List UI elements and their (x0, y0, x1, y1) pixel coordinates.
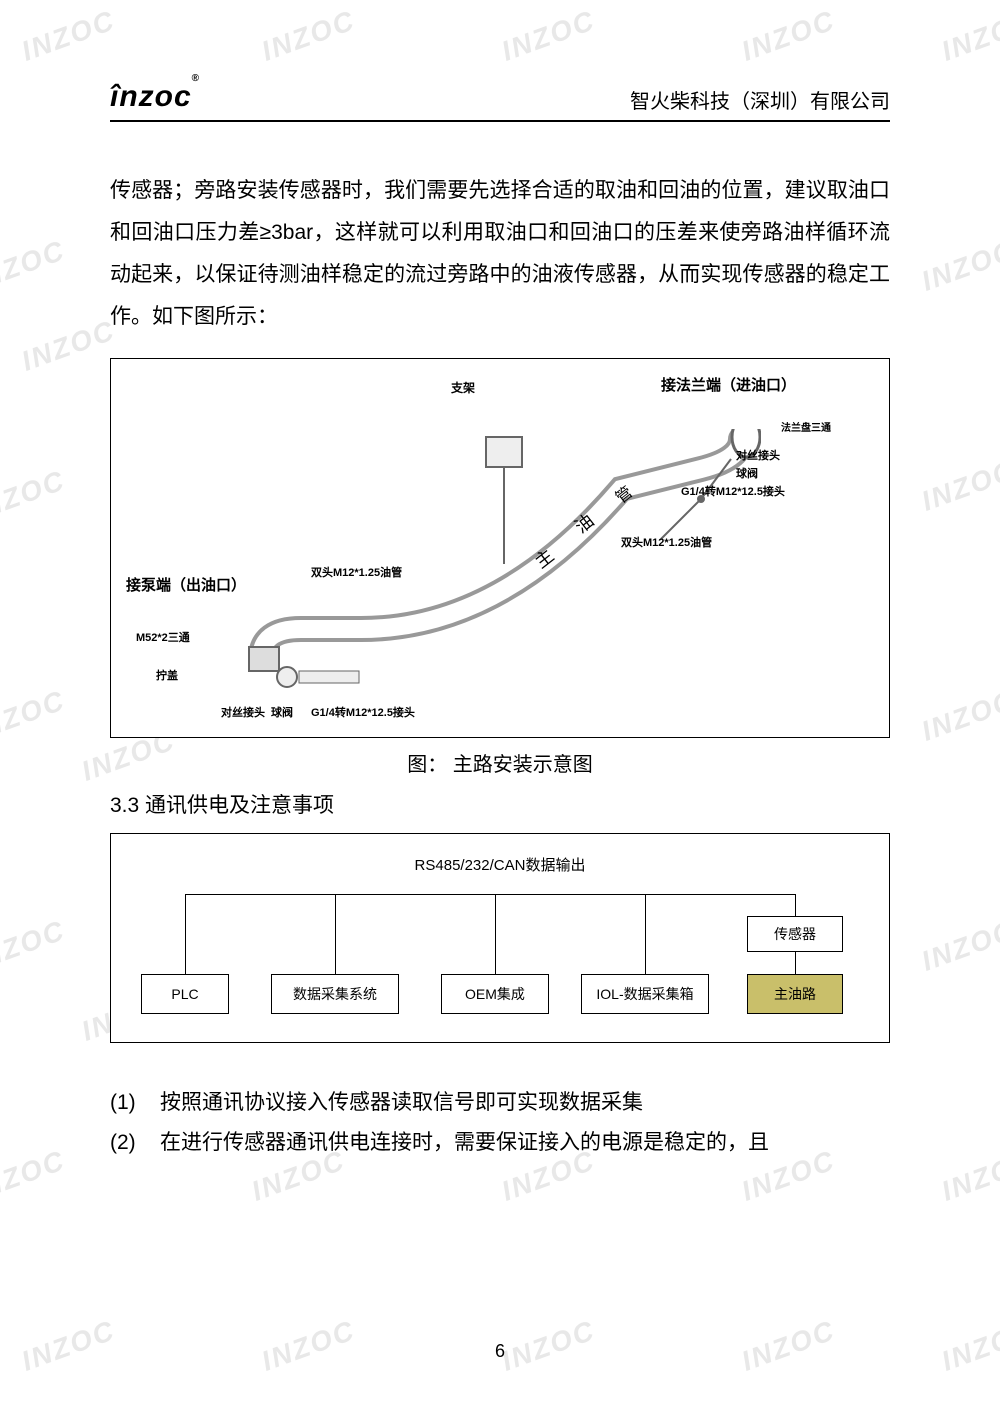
label-ball-valve: 球阀 (736, 465, 758, 481)
node-main-oil-path: 主油路 (747, 974, 843, 1014)
label-flange-inlet: 接法兰端（进油口） (661, 374, 796, 395)
list-marker: (2) (110, 1123, 160, 1163)
diagram-line (495, 894, 496, 974)
installation-figure: 主 油 管 接法兰端（进油口） 支架 法兰盘三通 对丝接头 球阀 G1/4转M1… (110, 358, 890, 738)
label-m52-tee: M52*2三通 (136, 629, 190, 645)
figure-caption: 图： 主路安装示意图 (110, 748, 890, 777)
diagram-line (335, 894, 336, 974)
diagram-line (185, 894, 186, 974)
diagram-line (795, 894, 796, 916)
label-threaded-joint2: 对丝接头 (221, 704, 265, 720)
page-number: 6 (0, 1341, 1000, 1362)
node-oem: OEM集成 (441, 974, 549, 1014)
label-hose1: 双头M12*1.25油管 (621, 534, 712, 550)
node-iol: IOL-数据采集箱 (581, 974, 709, 1014)
logo-text: înzoc (110, 80, 192, 113)
page-header: înzoc® 智火柴科技（深圳）有限公司 (110, 80, 890, 122)
label-flange-tee: 法兰盘三通 (781, 419, 831, 434)
logo: înzoc® (110, 80, 200, 114)
label-hose2: 双头M12*1.25油管 (311, 564, 402, 580)
diagram-line (645, 894, 646, 974)
section-heading: 3.3 通讯供电及注意事项 (110, 789, 890, 819)
logo-trademark: ® (192, 73, 200, 84)
node-plc: PLC (141, 974, 229, 1014)
label-pump-outlet: 接泵端（出油口） (126, 574, 246, 595)
list-item-2: (2) 在进行传感器通讯供电连接时，需要保证接入的电源是稳定的，且 (110, 1123, 890, 1163)
diagram-title: RS485/232/CAN数据输出 (415, 854, 586, 875)
label-threaded-joint: 对丝接头 (736, 447, 780, 463)
diagram-bus-line (185, 894, 795, 895)
label-bracket: 支架 (451, 379, 475, 396)
list-item-1: (1) 按照通讯协议接入传感器读取信号即可实现数据采集 (110, 1083, 890, 1123)
pipe-svg: 主 油 管 (241, 429, 761, 689)
diagram-line (795, 952, 796, 974)
company-name: 智火柴科技（深圳）有限公司 (630, 85, 890, 114)
list-text: 在进行传感器通讯供电连接时，需要保证接入的电源是稳定的，且 (160, 1123, 769, 1163)
comm-diagram: RS485/232/CAN数据输出 PLC 数据采集系统 OEM集成 IOL-数… (110, 833, 890, 1043)
label-adapter: G1/4转M12*12.5接头 (681, 483, 785, 499)
list-text: 按照通讯协议接入传感器读取信号即可实现数据采集 (160, 1083, 643, 1123)
label-adapter2: G1/4转M12*12.5接头 (311, 704, 415, 720)
label-cap: 拧盖 (156, 667, 178, 683)
label-ball-valve2: 球阀 (271, 704, 293, 720)
node-daq: 数据采集系统 (271, 974, 399, 1014)
node-sensor: 传感器 (747, 916, 843, 952)
list-marker: (1) (110, 1083, 160, 1123)
body-paragraph: 传感器；旁路安装传感器时，我们需要先选择合适的取油和回油的位置，建议取油口和回油… (110, 170, 890, 338)
